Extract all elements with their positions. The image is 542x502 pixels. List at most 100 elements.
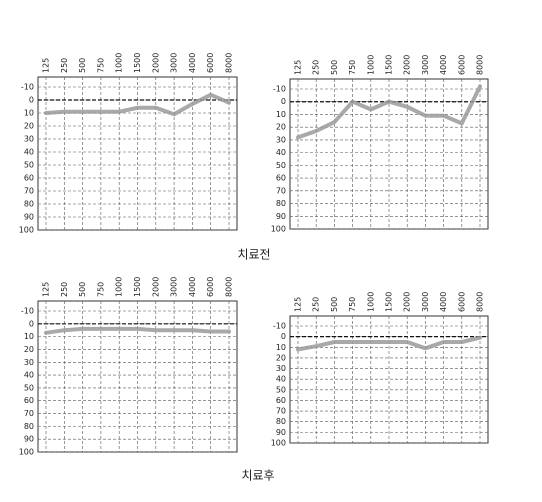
y-tick-label: 70 bbox=[24, 187, 34, 196]
y-tick-label: 100 bbox=[19, 226, 34, 235]
x-tick-label: 6000 bbox=[457, 292, 466, 312]
x-tick-label: 8000 bbox=[225, 277, 234, 297]
y-tick-label: 40 bbox=[24, 148, 34, 157]
y-tick-label: 50 bbox=[24, 161, 34, 170]
x-tick-label: 1000 bbox=[115, 277, 124, 297]
y-tick-label: -10 bbox=[21, 307, 34, 316]
x-tick-label: 6000 bbox=[206, 277, 215, 297]
x-tick-label: 6000 bbox=[457, 55, 466, 75]
y-tick-label: 100 bbox=[271, 439, 286, 448]
y-tick-label: 30 bbox=[276, 364, 286, 373]
x-tick-label: 125 bbox=[294, 297, 303, 312]
x-tick-label: 3000 bbox=[170, 53, 179, 73]
y-tick-label: 0 bbox=[29, 96, 34, 105]
x-tick-label: 500 bbox=[78, 58, 87, 73]
x-tick-label: 2000 bbox=[151, 277, 160, 297]
y-tick-label: 80 bbox=[276, 417, 286, 426]
y-tick-label: -10 bbox=[273, 85, 286, 94]
x-tick-label: 1500 bbox=[385, 292, 394, 312]
y-tick-label: 80 bbox=[24, 422, 34, 431]
y-tick-label: 10 bbox=[24, 109, 34, 118]
y-tick-label: 40 bbox=[276, 375, 286, 384]
x-tick-label: 2000 bbox=[151, 53, 160, 73]
y-tick-label: 90 bbox=[24, 213, 34, 222]
y-tick-label: 20 bbox=[276, 123, 286, 132]
y-tick-label: 60 bbox=[276, 174, 286, 183]
x-tick-label: 250 bbox=[312, 60, 321, 75]
x-tick-label: 125 bbox=[42, 58, 51, 73]
y-tick-label: 50 bbox=[276, 385, 286, 394]
y-tick-label: 70 bbox=[276, 186, 286, 195]
x-tick-label: 500 bbox=[78, 282, 87, 297]
y-tick-label: 10 bbox=[276, 110, 286, 119]
y-tick-label: 70 bbox=[276, 407, 286, 416]
x-tick-label: 1000 bbox=[115, 53, 124, 73]
x-tick-label: 125 bbox=[42, 282, 51, 297]
y-tick-label: 0 bbox=[281, 97, 286, 106]
x-tick-label: 750 bbox=[348, 297, 357, 312]
x-tick-label: 250 bbox=[60, 282, 69, 297]
x-tick-label: 1500 bbox=[133, 53, 142, 73]
x-tick-label: 500 bbox=[330, 297, 339, 312]
y-tick-label: 70 bbox=[24, 409, 34, 418]
x-tick-label: 4000 bbox=[439, 292, 448, 312]
y-tick-label: -10 bbox=[21, 83, 34, 92]
x-tick-label: 500 bbox=[330, 60, 339, 75]
x-tick-label: 2000 bbox=[403, 55, 412, 75]
y-tick-label: 30 bbox=[24, 135, 34, 144]
x-tick-label: 125 bbox=[294, 60, 303, 75]
y-tick-label: 90 bbox=[276, 212, 286, 221]
caption: 치료전 bbox=[237, 248, 270, 262]
x-tick-label: 750 bbox=[348, 60, 357, 75]
x-tick-label: 8000 bbox=[225, 53, 234, 73]
x-tick-label: 8000 bbox=[476, 292, 485, 312]
x-tick-label: 1500 bbox=[385, 55, 394, 75]
y-tick-label: 100 bbox=[19, 448, 34, 457]
caption: 치료후 bbox=[241, 469, 274, 483]
x-tick-label: 750 bbox=[96, 58, 105, 73]
y-tick-label: 60 bbox=[24, 396, 34, 405]
hearing-line bbox=[44, 92, 231, 117]
x-tick-label: 2000 bbox=[403, 292, 412, 312]
x-tick-label: 1500 bbox=[133, 277, 142, 297]
x-tick-label: 4000 bbox=[188, 277, 197, 297]
x-tick-label: 3000 bbox=[421, 292, 430, 312]
y-tick-label: 80 bbox=[276, 199, 286, 208]
y-tick-label: 10 bbox=[24, 332, 34, 341]
y-tick-label: 30 bbox=[24, 358, 34, 367]
x-tick-label: 3000 bbox=[170, 277, 179, 297]
y-tick-label: 50 bbox=[24, 383, 34, 392]
y-tick-label: 0 bbox=[29, 319, 34, 328]
y-tick-label: 20 bbox=[24, 122, 34, 131]
x-tick-label: 250 bbox=[60, 58, 69, 73]
hearing-line bbox=[296, 335, 482, 352]
x-tick-label: 4000 bbox=[188, 53, 197, 73]
y-tick-label: 100 bbox=[271, 225, 286, 234]
y-tick-label: 10 bbox=[276, 343, 286, 352]
x-tick-label: 250 bbox=[312, 297, 321, 312]
y-tick-label: 60 bbox=[24, 174, 34, 183]
y-tick-label: 60 bbox=[276, 396, 286, 405]
x-tick-label: 4000 bbox=[439, 55, 448, 75]
y-tick-label: 80 bbox=[24, 200, 34, 209]
y-tick-label: 20 bbox=[24, 345, 34, 354]
y-tick-label: 30 bbox=[276, 135, 286, 144]
x-tick-label: 3000 bbox=[421, 55, 430, 75]
x-tick-label: 6000 bbox=[206, 53, 215, 73]
x-tick-label: 8000 bbox=[476, 55, 485, 75]
hearing-line bbox=[44, 326, 231, 335]
hearing-line bbox=[296, 84, 482, 140]
x-tick-label: 1000 bbox=[366, 292, 375, 312]
y-tick-label: 90 bbox=[24, 435, 34, 444]
x-tick-label: 750 bbox=[96, 282, 105, 297]
y-tick-label: -10 bbox=[273, 322, 286, 331]
y-tick-label: 20 bbox=[276, 353, 286, 362]
y-tick-label: 50 bbox=[276, 161, 286, 170]
x-tick-label: 1000 bbox=[366, 55, 375, 75]
y-tick-label: 90 bbox=[276, 428, 286, 437]
y-tick-label: 40 bbox=[24, 371, 34, 380]
y-tick-label: 0 bbox=[281, 332, 286, 341]
y-tick-label: 40 bbox=[276, 148, 286, 157]
